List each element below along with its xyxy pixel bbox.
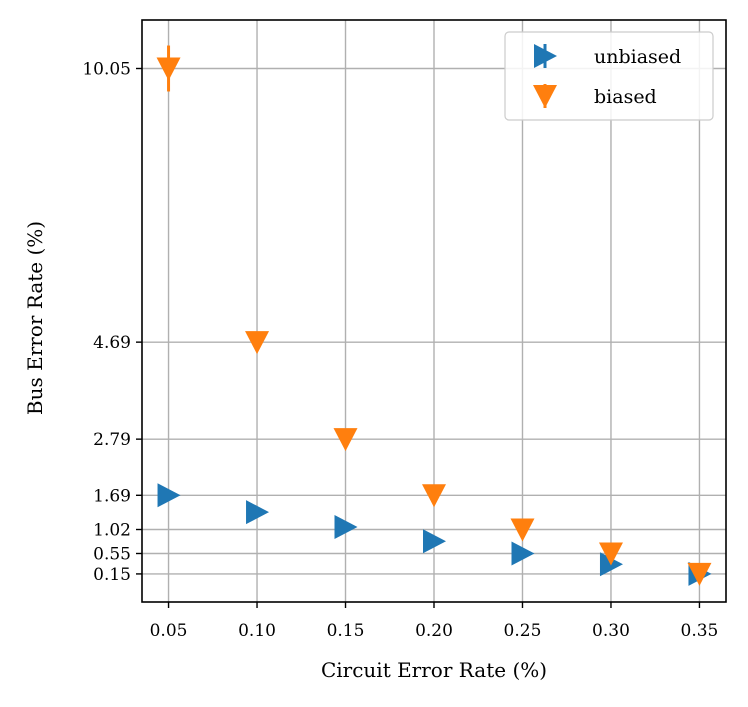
legend-marker-unbiased [534, 44, 557, 68]
x-tick-label: 0.10 [238, 621, 276, 641]
legend-box [504, 31, 714, 121]
x-tick-label: 0.15 [327, 621, 365, 641]
x-tick-label: 0.05 [150, 621, 188, 641]
y-axis-label: Bus Error Rate (%) [23, 221, 47, 415]
point-unbiased [511, 541, 535, 566]
x-tick-label: 0.30 [592, 621, 630, 641]
y-tick-label: 2.79 [93, 430, 131, 450]
x-axis-label: Circuit Error Rate (%) [321, 658, 547, 682]
point-biased [687, 562, 712, 586]
ticks: 0.05 0.10 0.15 0.20 0.25 0.30 0.350.150.551.02… [82, 60, 718, 642]
point-biased [598, 542, 623, 566]
y-tick-label: 0.55 [93, 545, 131, 565]
point-biased [333, 428, 358, 452]
y-tick-label: 1.69 [93, 486, 131, 506]
legend-label-biased: biased [594, 86, 657, 108]
legend-label-unbiased: unbiased [594, 46, 681, 68]
point-unbiased [157, 483, 181, 508]
x-tick-label: 0.20 [415, 621, 453, 641]
y-tick-label: 10.05 [82, 60, 131, 80]
y-tick-label: 0.15 [93, 565, 131, 585]
point-unbiased [246, 500, 270, 525]
point-biased [510, 518, 535, 542]
point-unbiased [334, 514, 358, 539]
point-biased [156, 57, 181, 81]
plot-frame [141, 19, 727, 603]
y-tick-label: 1.02 [93, 521, 131, 541]
point-biased [422, 484, 446, 508]
legend: unbiased biased [504, 31, 714, 121]
data-points [156, 57, 712, 586]
x-tick-label: 0.35 [681, 621, 719, 641]
legend-marker-biased [533, 85, 557, 108]
point-biased [245, 331, 270, 355]
point-unbiased [423, 529, 446, 554]
x-tick-label: 0.25 [504, 621, 542, 641]
y-tick-label: 4.69 [93, 333, 131, 353]
